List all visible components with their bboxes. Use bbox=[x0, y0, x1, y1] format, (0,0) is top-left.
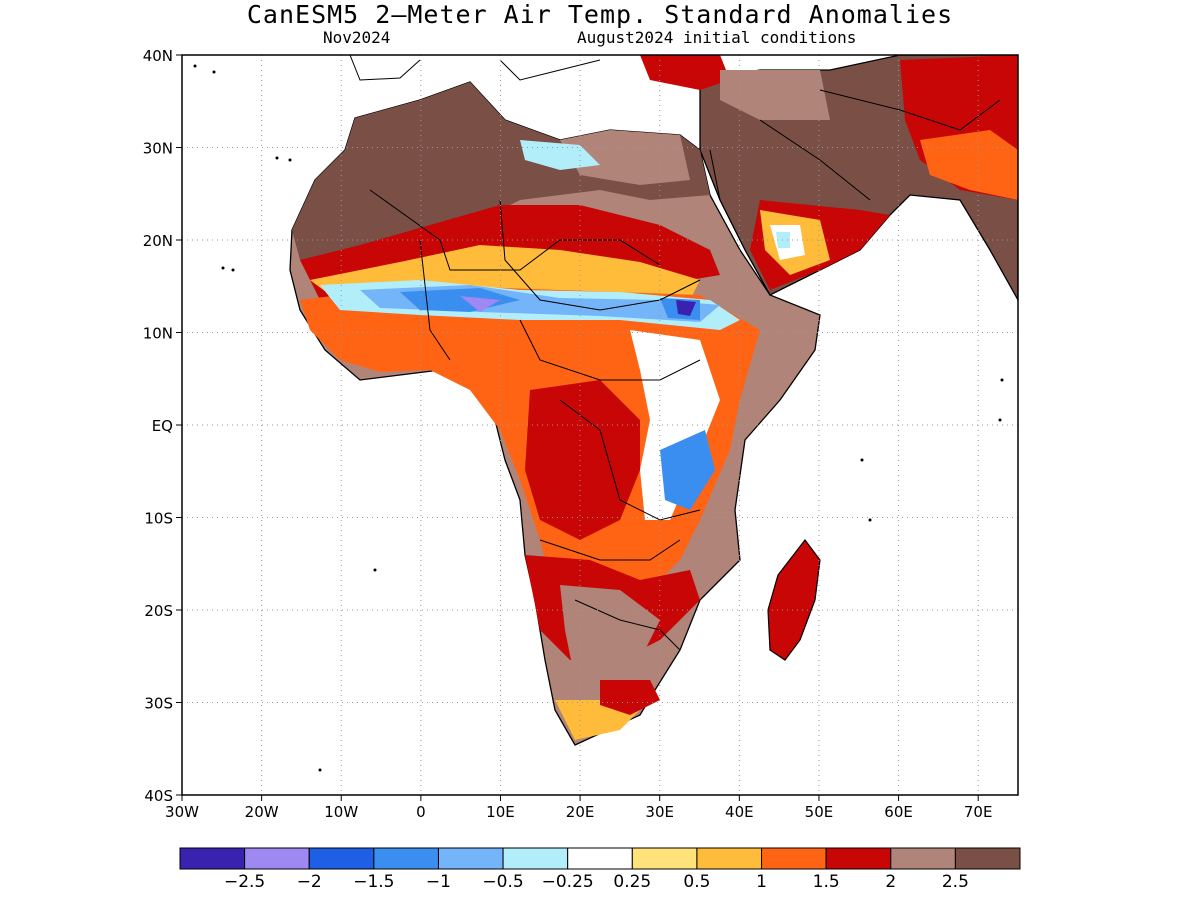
map-panel bbox=[182, 55, 1018, 795]
legend-label: −1 bbox=[426, 872, 451, 892]
lon-tick-label: 20E bbox=[566, 803, 595, 821]
legend-label: 1 bbox=[756, 872, 767, 892]
lat-tick-label: 40N bbox=[143, 47, 173, 65]
legend-swatch bbox=[890, 847, 956, 870]
lon-tick-label: 50E bbox=[805, 803, 834, 821]
lon-tick-label: 0 bbox=[416, 803, 426, 821]
legend-swatch bbox=[373, 847, 439, 870]
legend-label: 0.5 bbox=[683, 872, 710, 892]
legend-label: −0.25 bbox=[542, 872, 594, 892]
legend-label: 2.5 bbox=[942, 872, 969, 892]
legend-label: 1.5 bbox=[813, 872, 840, 892]
legend-label: 2 bbox=[885, 872, 896, 892]
islands bbox=[193, 64, 1004, 772]
legend-swatch bbox=[567, 847, 633, 870]
lon-tick-label: 10W bbox=[324, 803, 358, 821]
lat-tick-label: EQ bbox=[152, 417, 173, 435]
legend-swatch bbox=[761, 847, 827, 870]
legend-swatch bbox=[308, 847, 375, 870]
lon-tick-label: 60E bbox=[884, 803, 913, 821]
legend-label: 0.25 bbox=[613, 872, 651, 892]
lon-tick-label: 20W bbox=[245, 803, 279, 821]
latitude-axis: 40N 30N 20N 10N EQ 10S 20S 30S 40S bbox=[143, 47, 182, 805]
lead-month-label: Nov2024 bbox=[323, 28, 391, 47]
lon-tick-label: 30E bbox=[645, 803, 674, 821]
lat-tick-label: 10N bbox=[143, 325, 173, 343]
longitude-axis: 30W 20W 10W 0 10E 20E 30E 40E 50E 60E 70E bbox=[165, 795, 992, 821]
lon-tick-label: 70E bbox=[964, 803, 993, 821]
lon-tick-label: 30W bbox=[165, 803, 199, 821]
legend-label: −1.5 bbox=[353, 872, 394, 892]
legend-label: −2 bbox=[297, 872, 322, 892]
lon-tick-label: 10E bbox=[486, 803, 515, 821]
legend-swatch bbox=[437, 847, 504, 870]
anomaly-shading bbox=[292, 55, 1018, 740]
initial-conditions-label: August2024 initial conditions bbox=[577, 28, 857, 47]
legend-swatch bbox=[825, 847, 892, 870]
gridlines bbox=[182, 55, 1018, 795]
lat-tick-label: 30S bbox=[144, 695, 173, 713]
lat-tick-label: 20N bbox=[143, 232, 173, 250]
legend-label: −2.5 bbox=[224, 872, 265, 892]
madagascar-landmass bbox=[767, 539, 821, 661]
colorbar-legend: −2.5 −2 −1.5 −1 −0.5 −0.25 0.25 0.5 1 1.5 2 2.5 bbox=[179, 847, 1021, 892]
map-title: CanESM5 2—Meter Air Temp. Standard Anoma… bbox=[246, 0, 954, 29]
legend-label: −0.5 bbox=[482, 872, 523, 892]
lon-tick-label: 40E bbox=[725, 803, 754, 821]
lat-tick-label: 10S bbox=[144, 510, 173, 528]
lat-tick-label: 40S bbox=[144, 787, 173, 805]
legend-swatch bbox=[502, 847, 569, 870]
legend-swatch bbox=[954, 847, 1021, 870]
legend-swatch bbox=[244, 847, 310, 870]
lat-tick-label: 30N bbox=[143, 140, 173, 158]
legend-swatch bbox=[631, 847, 698, 870]
legend-swatch bbox=[696, 847, 763, 870]
lat-tick-label: 20S bbox=[144, 602, 173, 620]
legend-swatch bbox=[179, 847, 246, 870]
